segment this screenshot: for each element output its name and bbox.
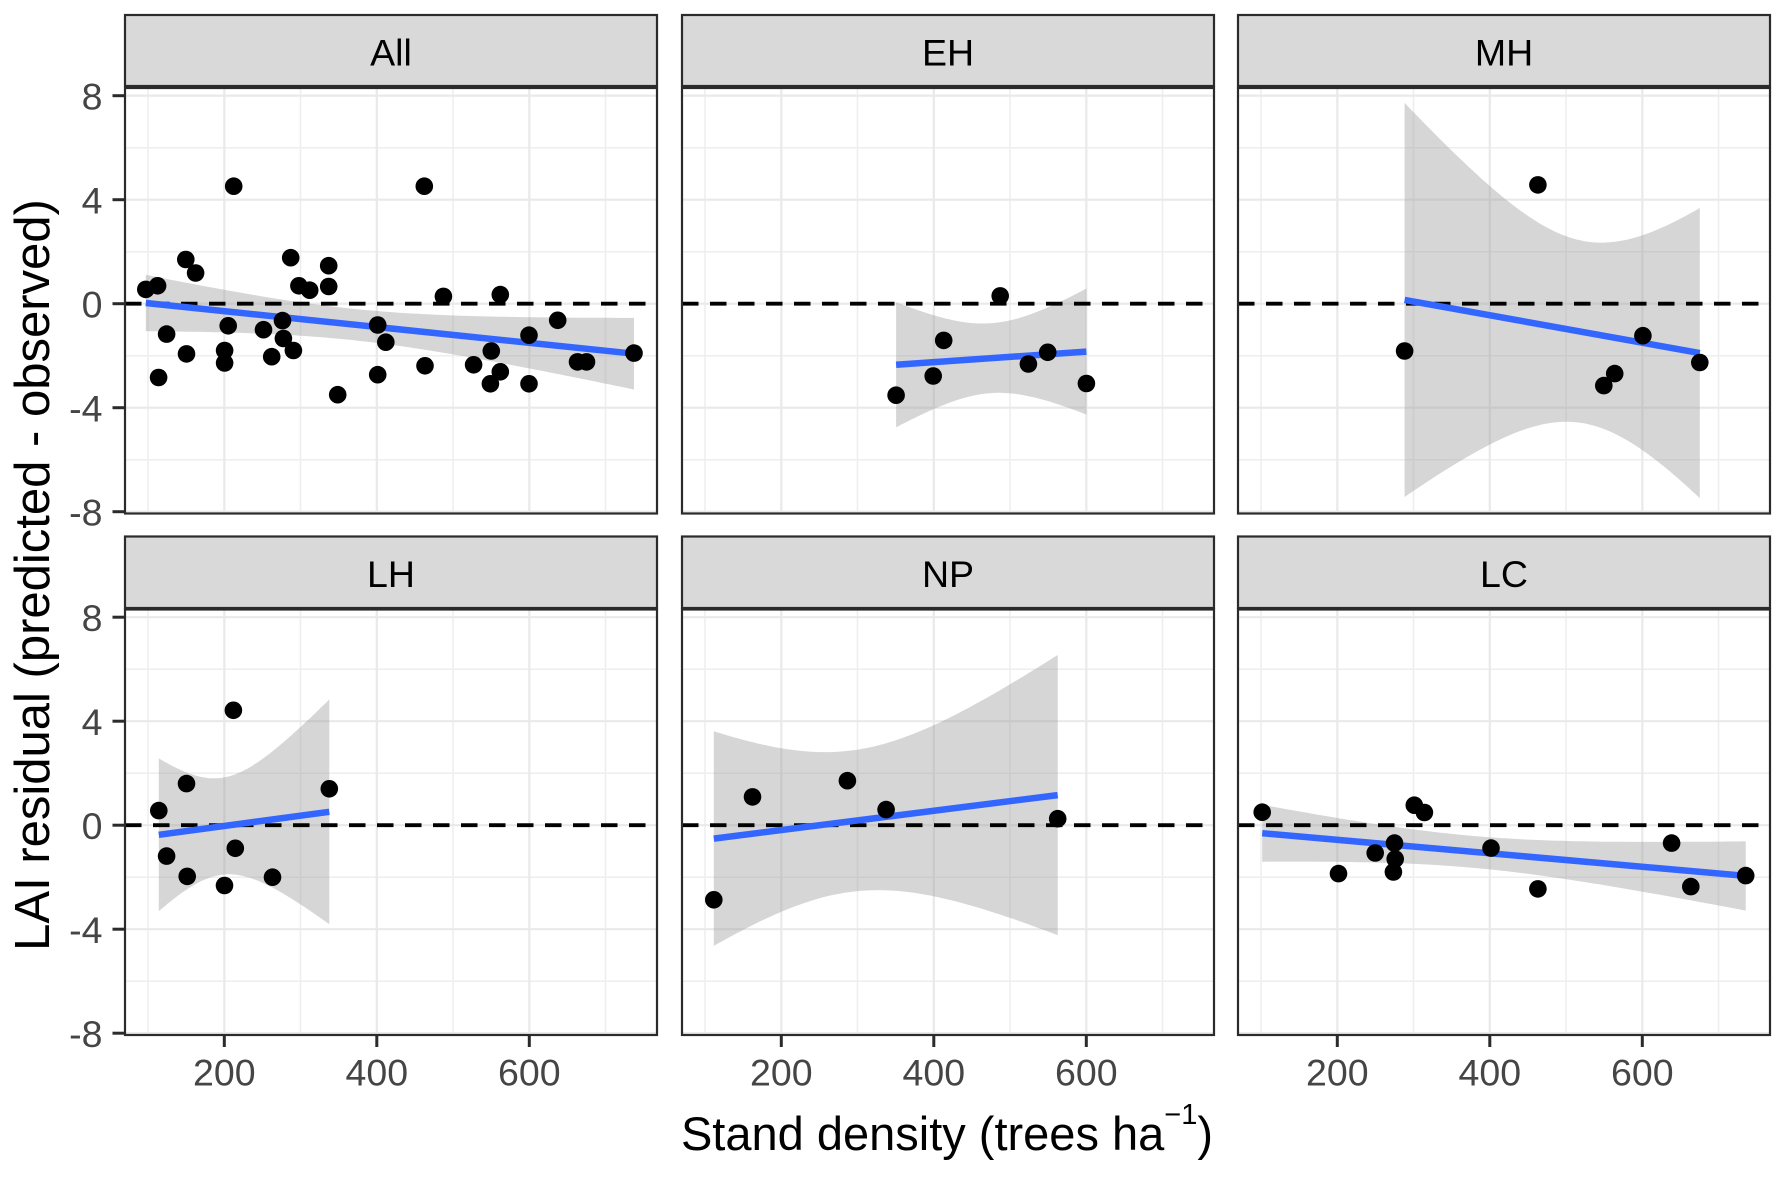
svg-text:0: 0	[82, 805, 103, 847]
svg-text:0: 0	[82, 283, 103, 325]
svg-text:600: 600	[1055, 1052, 1118, 1094]
svg-text:200: 200	[1306, 1052, 1369, 1094]
svg-text:EH: EH	[922, 32, 974, 74]
svg-text:400: 400	[903, 1052, 966, 1094]
svg-text:All: All	[370, 32, 412, 74]
svg-text:MH: MH	[1475, 32, 1533, 74]
svg-text:-4: -4	[69, 387, 102, 429]
svg-text:400: 400	[346, 1052, 409, 1094]
svg-text:8: 8	[82, 75, 103, 117]
svg-text:-8: -8	[69, 491, 102, 533]
svg-text:Stand density (trees ha−1): Stand density (trees ha−1)	[681, 1099, 1213, 1160]
svg-text:-4: -4	[69, 909, 102, 951]
svg-text:LC: LC	[1480, 553, 1528, 595]
svg-text:8: 8	[82, 597, 103, 639]
svg-text:NP: NP	[922, 553, 974, 595]
svg-text:4: 4	[82, 701, 103, 743]
svg-text:200: 200	[750, 1052, 813, 1094]
svg-text:LH: LH	[367, 553, 415, 595]
svg-text:400: 400	[1459, 1052, 1522, 1094]
svg-text:LAI residual (predicted - obse: LAI residual (predicted - observed)	[6, 199, 60, 951]
svg-text:200: 200	[193, 1052, 256, 1094]
svg-text:600: 600	[1611, 1052, 1674, 1094]
svg-text:4: 4	[82, 179, 103, 221]
svg-text:600: 600	[498, 1052, 561, 1094]
svg-text:-8: -8	[69, 1013, 102, 1055]
